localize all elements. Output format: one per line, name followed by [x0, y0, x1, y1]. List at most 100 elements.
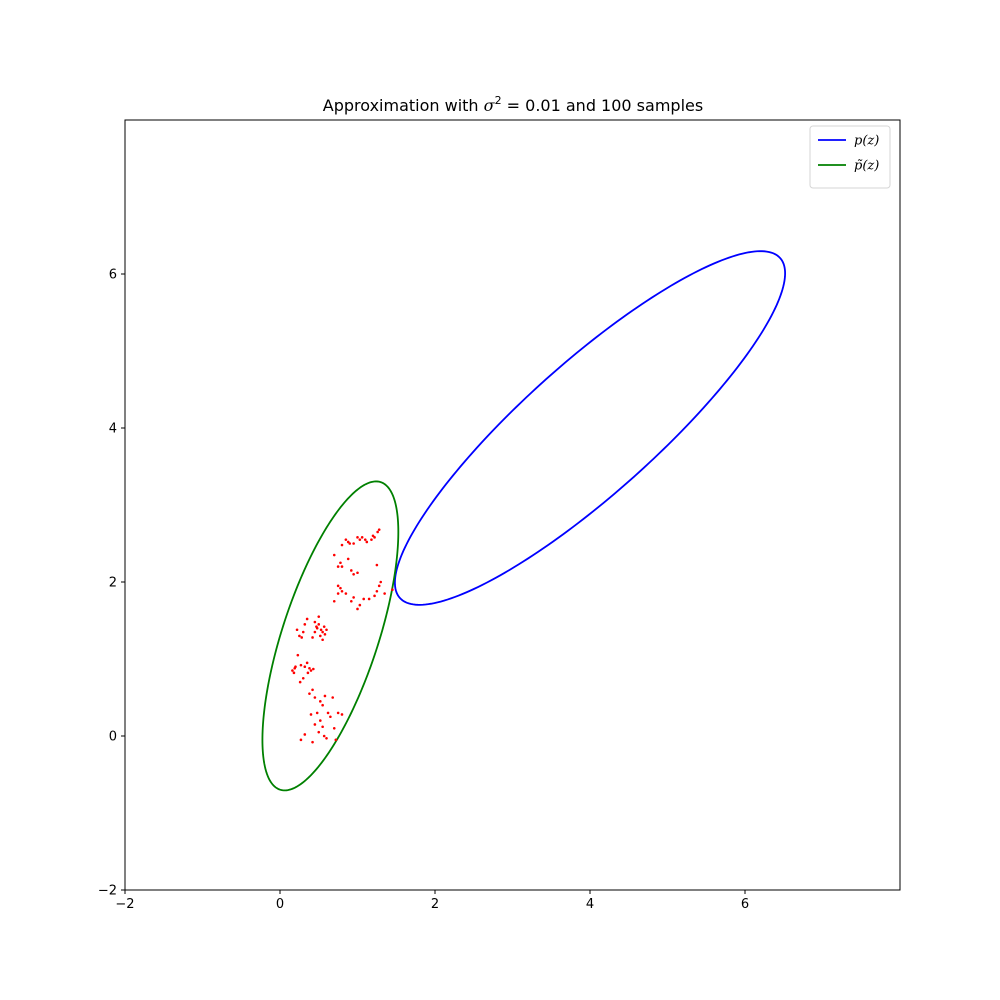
sample-point-69: [375, 589, 379, 593]
sample-point-19: [319, 700, 322, 703]
sample-point-99: [346, 540, 350, 544]
plot-area: [261, 250, 787, 792]
sample-point-75: [340, 565, 344, 568]
sample-point-42: [305, 617, 309, 621]
sample-point-87: [360, 536, 364, 539]
sample-point-64: [356, 607, 359, 611]
sample-point-49: [323, 633, 327, 636]
sample-point-18: [313, 696, 317, 699]
y-tick-label-2: 2: [109, 576, 117, 591]
sample-point-25: [292, 671, 296, 675]
sample-point-33: [312, 667, 315, 671]
sample-point-72: [391, 588, 394, 591]
sample-point-32: [309, 669, 313, 672]
sample-point-14: [321, 703, 324, 707]
sample-point-88: [365, 540, 369, 544]
sample-point-28: [299, 663, 303, 667]
sample-point-55: [311, 636, 314, 639]
sample-point-12: [315, 711, 319, 715]
sample-point-86: [358, 538, 362, 541]
sample-point-48: [321, 630, 324, 634]
sample-point-73: [336, 565, 340, 568]
legend-label-0: p(z): [854, 134, 879, 149]
x-tick-label-1: 0: [276, 897, 284, 912]
sample-point-57: [322, 625, 326, 628]
legend-box: [809, 125, 891, 189]
sample-point-37: [306, 671, 310, 675]
legend: p(z) p̃(z): [809, 125, 891, 189]
sample-point-4: [317, 730, 321, 734]
sample-point-2: [311, 740, 314, 744]
sample-point-93: [332, 553, 336, 557]
sample-point-65: [358, 603, 362, 607]
sample-point-97: [336, 584, 340, 588]
chart-title-prefix: Approximation with: [323, 96, 484, 115]
x-tick-label-2: 2: [431, 897, 439, 912]
sample-point-1: [303, 733, 307, 736]
sample-point-53: [321, 638, 324, 642]
sample-point-62: [350, 599, 353, 603]
sample-point-40: [301, 630, 305, 634]
sample-point-13: [309, 713, 313, 716]
x-tick-label-0: −2: [115, 897, 134, 912]
x-tick-label-3: 4: [586, 897, 594, 912]
sample-point-79: [356, 571, 359, 575]
sample-point-9: [329, 715, 332, 719]
sample-point-89: [370, 538, 373, 541]
sample-point-47: [319, 634, 322, 638]
sample-point-81: [340, 543, 344, 547]
sample-point-21: [331, 696, 335, 699]
sample-point-56: [319, 628, 323, 632]
sample-point-24: [291, 669, 294, 672]
sample-point-78: [352, 573, 355, 576]
sample-point-77: [350, 569, 353, 572]
sample-point-98: [383, 592, 386, 595]
sample-point-92: [377, 528, 381, 531]
chart-title-exponent: 2: [495, 94, 502, 107]
sample-point-63: [352, 596, 355, 599]
y-tick-label-4: 6: [109, 268, 117, 283]
legend-label-1: p̃(z): [854, 159, 879, 174]
sample-point-80: [375, 563, 379, 567]
sample-point-70: [377, 584, 381, 588]
sample-point-22: [323, 694, 327, 698]
sample-point-10: [332, 727, 336, 730]
sample-point-35: [298, 680, 302, 684]
sample-point-59: [336, 592, 340, 595]
sample-point-94: [371, 534, 375, 538]
sample-point-71: [379, 580, 383, 584]
sample-point-27: [296, 653, 300, 657]
sample-point-68: [373, 594, 376, 598]
axes-frame: [124, 119, 901, 891]
sample-point-60: [339, 586, 342, 590]
chart-title-suffix: = 0.01 and 100 samples: [502, 96, 704, 115]
sample-point-41: [303, 623, 307, 626]
series-ellipse-0: [393, 250, 787, 606]
sample-point-82: [344, 538, 348, 541]
sample-point-29: [303, 665, 307, 668]
y-tick-label-0: −2: [98, 884, 117, 899]
sample-point-38: [298, 634, 301, 638]
sample-point-20: [311, 688, 314, 692]
sample-point-31: [308, 666, 311, 670]
axes: −2 0 2 4 6 −2 0 2 4 6: [98, 119, 901, 912]
sample-point-36: [293, 666, 297, 670]
sample-point-5: [319, 719, 322, 722]
sample-point-58: [332, 599, 336, 603]
sample-point-61: [340, 589, 344, 593]
sample-point-50: [325, 628, 328, 632]
chart-title-symbol: σ: [484, 96, 496, 115]
sample-point-54: [315, 625, 318, 628]
sample-point-43: [295, 628, 299, 632]
sample-point-84: [352, 542, 355, 545]
sample-point-96: [344, 592, 348, 595]
sample-point-51: [313, 620, 317, 624]
sample-point-11: [334, 738, 338, 742]
sample-point-17: [340, 713, 344, 716]
sample-point-0: [299, 738, 303, 742]
sample-point-7: [322, 734, 326, 738]
sample-point-34: [301, 676, 305, 680]
sample-point-39: [300, 636, 304, 639]
y-tick-label-1: 0: [109, 730, 117, 745]
